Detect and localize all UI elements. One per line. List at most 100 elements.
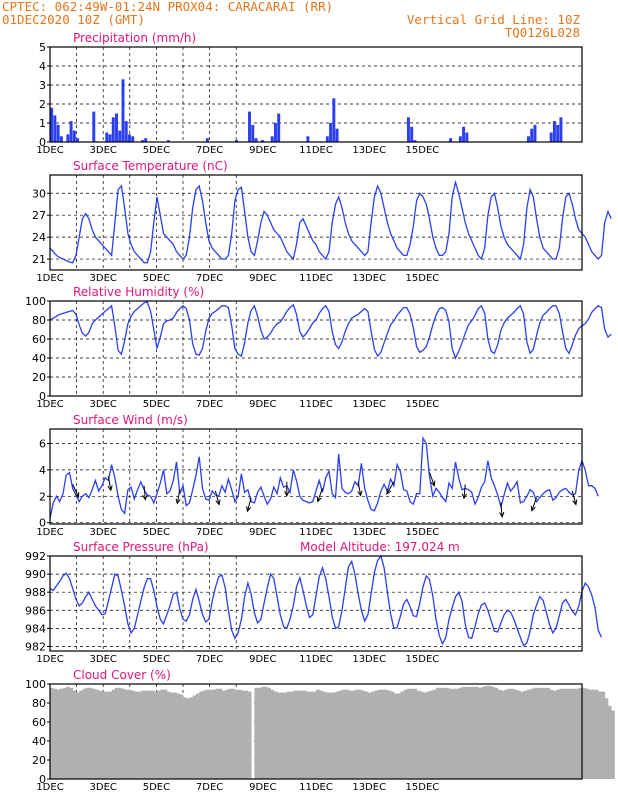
cloud-bar	[539, 687, 544, 779]
cloud-bar	[108, 691, 113, 779]
cloud-bar	[429, 690, 434, 779]
precip-bar	[248, 111, 251, 142]
panel-title: Surface Pressure (hPa)	[73, 540, 209, 554]
y-tick-label: 984	[25, 622, 46, 635]
precip-bar	[69, 121, 73, 142]
x-tick-label: 1DEC	[36, 782, 63, 793]
x-tick-label: 11DEC	[299, 273, 333, 284]
y-tick-label: 80	[32, 314, 46, 327]
cloud-bar	[56, 689, 61, 779]
y-tick-label: 990	[25, 568, 46, 581]
y-tick-label: 0	[39, 517, 46, 530]
y-tick-label: 40	[32, 735, 46, 748]
y-tick-label: 1	[39, 117, 46, 130]
x-tick-label: 3DEC	[90, 782, 117, 793]
cloud-bar	[101, 691, 106, 779]
y-tick-label: 27	[32, 209, 46, 222]
wind-arrow-head	[530, 505, 536, 512]
cloud-bar	[536, 687, 541, 779]
temp-line	[49, 179, 612, 264]
precip-bar	[465, 132, 469, 142]
wind-arrow	[317, 488, 323, 502]
precip-bar	[166, 140, 170, 142]
wind-arrow-head	[175, 498, 181, 505]
x-tick-label: 1DEC	[36, 399, 63, 410]
cloud-bar	[513, 689, 518, 779]
cloud-bar	[523, 690, 528, 779]
cloud-bar	[254, 687, 259, 779]
cloud-bar	[484, 685, 489, 779]
panel-frame	[49, 174, 583, 271]
cloud-bar	[371, 691, 375, 779]
wind-arrow-head	[499, 511, 505, 518]
cloud-bar	[225, 689, 229, 779]
panel-title: Precipitation (mm/h)	[73, 31, 196, 45]
y-tick-label: 6	[39, 438, 46, 451]
panel-title: Surface Wind (m/s)	[73, 413, 188, 427]
x-tick-label: 9DEC	[249, 273, 276, 284]
precip-bar	[59, 136, 63, 142]
x-tick-label: 5DEC	[143, 273, 170, 284]
cloud-bar	[442, 687, 447, 779]
y-tick-label: 5	[39, 41, 46, 54]
cloud-bar	[53, 688, 57, 779]
precip-bar	[410, 126, 414, 142]
cloud-bar	[419, 691, 424, 779]
cloud-bar	[594, 689, 599, 779]
cloud-bar	[367, 692, 372, 779]
x-tick-label: 7DEC	[196, 654, 223, 665]
cloud-bar	[118, 687, 122, 779]
wind-arrow	[247, 497, 252, 512]
precip-bar	[50, 107, 54, 142]
y-tick-label: 20	[32, 371, 46, 384]
cloud-bar	[59, 688, 64, 779]
cloud-bar	[124, 689, 129, 779]
cloud-bar	[611, 710, 615, 779]
precip-bar	[76, 138, 80, 142]
cloud-bar	[455, 688, 460, 779]
wind-arrow	[143, 485, 146, 500]
precip-bar	[552, 121, 556, 142]
cloud-bar	[218, 688, 223, 779]
precip-bar	[111, 117, 115, 142]
cloud-bar	[604, 698, 609, 779]
cloud-bar	[283, 692, 288, 779]
cloud-bar	[50, 687, 54, 779]
y-tick-label: 986	[25, 604, 46, 617]
cloud-bar	[390, 691, 395, 779]
precip-bar	[406, 117, 410, 142]
panel-subtitle: Model Altitude: 197.024 m	[300, 540, 460, 554]
cloud-bar	[163, 689, 168, 779]
cloud-bar	[481, 686, 486, 779]
wind-arrow	[176, 489, 181, 504]
precip-bar	[261, 140, 264, 142]
cloud-bar	[341, 689, 346, 779]
cloud-bar	[377, 689, 382, 779]
cloud-bar	[244, 690, 249, 779]
wind-arrow-head	[430, 480, 436, 487]
wind-arrow-head	[461, 493, 468, 500]
grid-line-note: Vertical Grid Line: 10Z	[406, 12, 580, 27]
precip-bar	[329, 123, 333, 142]
x-tick-label: 11DEC	[299, 782, 333, 793]
y-tick-label: 40	[32, 352, 46, 365]
cloud-bar	[205, 689, 210, 779]
cloud-bar	[153, 691, 158, 779]
precip-bar	[306, 136, 310, 142]
cloud-bar	[520, 691, 525, 779]
panel-title: Surface Temperature (nC)	[73, 159, 228, 173]
model-id: TQ0126L028	[504, 25, 580, 40]
x-tick-label: 13DEC	[352, 654, 386, 665]
wind-arrow	[214, 490, 220, 505]
cloud-bar	[221, 690, 226, 779]
precip-bar	[56, 124, 60, 142]
cloud-bar	[562, 688, 567, 779]
cloud-bar	[351, 690, 356, 779]
panel-frame	[49, 683, 583, 780]
x-tick-label: 13DEC	[352, 399, 386, 410]
cloud-bar	[192, 695, 197, 779]
cloud-bar	[526, 689, 531, 779]
cloud-bar	[202, 690, 207, 779]
wind-arrow-head	[284, 490, 290, 497]
cloud-bar	[400, 691, 404, 779]
